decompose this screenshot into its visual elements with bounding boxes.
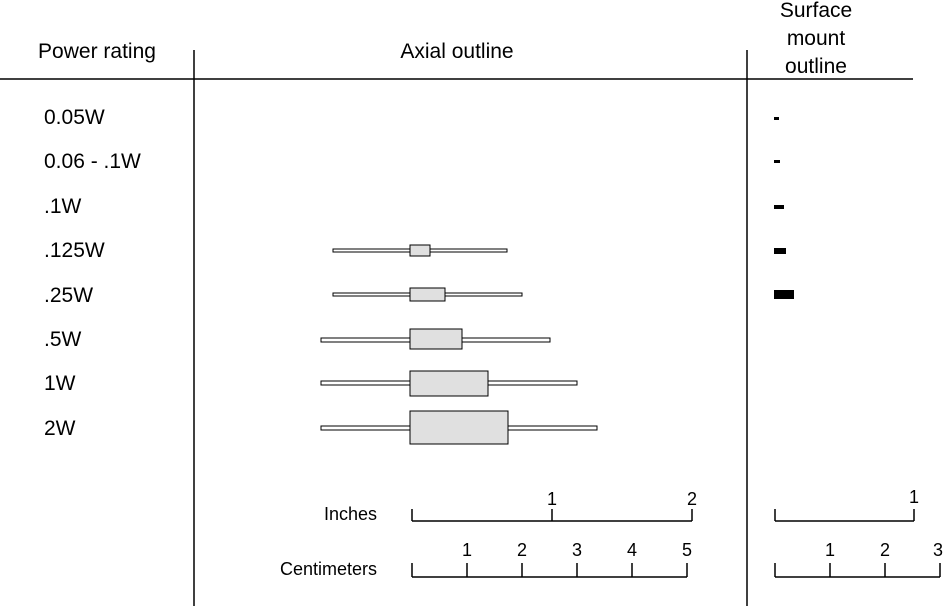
resistor-body [409,244,431,257]
smd-outline-header-line2: mount [787,27,846,50]
resistor-body [409,410,509,445]
scale-tick-label: 1 [547,489,557,509]
resistor-body [409,287,446,302]
axial-resistor-125w [332,244,508,257]
row-label: 1W [44,372,76,395]
centimeters-scale [411,563,688,578]
row-label: .125W [44,239,105,262]
smd-resistor-1w [774,205,784,209]
scale-tick-label: 4 [627,540,637,560]
scale-tick-label: 1 [462,540,472,560]
smd-resistor-125w [774,248,786,254]
scale-tick-label: 2 [687,489,697,509]
row-label: 2W [44,417,76,440]
resistor-body [409,328,463,350]
scale-tick-label: 2 [517,540,527,560]
row-label: 0.06 - .1W [44,150,141,173]
inches-scale-label: Inches [324,504,377,524]
smd-resistor-006-1w [774,160,780,163]
row-label: .25W [44,284,93,307]
row-label: 0.05W [44,106,105,129]
axial-resistor-2w [320,410,598,445]
smd-resistor-005w [774,117,779,120]
scale-tick-label: 3 [933,540,943,560]
axial-resistor-25w [332,287,523,302]
scale-tick-label: 2 [880,540,890,560]
power-rating-header: Power rating [38,40,156,63]
inches-scale [411,509,693,522]
resistor-body [409,370,489,397]
power-rating-labels: 0.05W 0.06 - .1W .1W .125W .25W .5W 1W 2… [44,106,141,440]
scale-tick-label: 5 [682,540,692,560]
smd-centimeters-scale [774,563,941,578]
scale-tick-label: 3 [572,540,582,560]
smd-outline-header-line3: outline [785,55,847,78]
row-label: .5W [44,328,82,351]
smd-resistors [774,117,794,299]
row-label: .1W [44,195,82,218]
axial-outline-header: Axial outline [400,40,513,63]
smd-resistor-25w [774,290,794,299]
axial-resistors [320,244,598,445]
smd-inches-scale [774,509,915,522]
scale-tick-label: 1 [825,540,835,560]
smd-outline-header-line1: Surface [780,0,852,22]
axial-resistor-1w [320,370,578,397]
centimeters-scale-label: Centimeters [280,559,377,579]
axial-resistor-5w [320,328,551,350]
scale-tick-label: 1 [909,487,919,507]
